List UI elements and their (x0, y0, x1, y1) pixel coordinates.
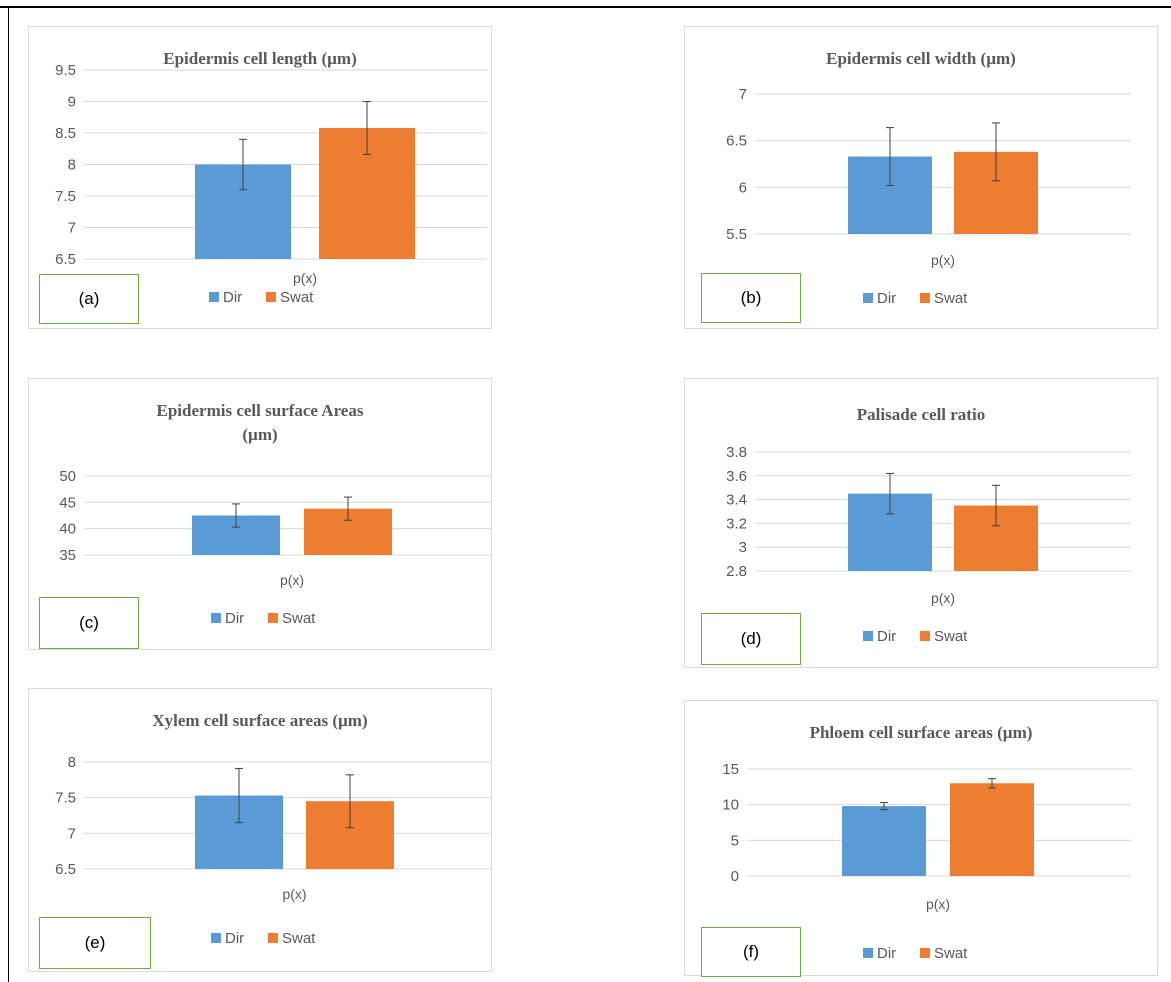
legend-swatch-dir (863, 293, 873, 303)
legend-swatch-dir (209, 292, 219, 302)
chart-svg: 6.5 7 7.5 8 Xylem cell surface areas (µm) p(x… (55, 711, 491, 947)
chart-title: Epidermis cell width (µm) (826, 49, 1016, 68)
y-tick-label: 2.8 (726, 563, 747, 580)
panel-label-box: (b) (701, 273, 801, 323)
legend-swatch-swat (920, 631, 930, 641)
chart-svg: 35 40 45 50 Epidermis cell surface Areas (µm)… (59, 401, 491, 627)
y-tick-label: 9 (68, 94, 76, 111)
legend-label-dir: Dir (223, 289, 242, 306)
x-category-label: p(x) (282, 886, 306, 902)
legend-label-swat: Swat (282, 610, 316, 627)
chart-panel-a: 6.5 7 7.5 8 8.5 9 9.5 Epidermis cell length (µm… (28, 26, 492, 329)
y-tick-label: 7 (68, 825, 76, 842)
x-category-label: p(x) (931, 590, 955, 606)
y-tick-label: 3.6 (726, 468, 747, 485)
y-tick-label: 8 (68, 754, 76, 771)
legend-label-swat: Swat (934, 628, 968, 645)
legend-label-dir: Dir (225, 930, 244, 947)
y-tick-label: 3.8 (726, 444, 747, 461)
legend-label-swat: Swat (280, 289, 314, 306)
y-tick-label: 3.4 (726, 492, 747, 509)
chart-title: Palisade cell ratio (857, 405, 985, 424)
y-tick-label: 15 (722, 761, 739, 778)
y-tick-label: 6.5 (55, 861, 76, 878)
y-tick-label: 35 (59, 547, 76, 564)
y-tick-label: 45 (59, 494, 76, 511)
y-tick-label: 6.5 (726, 133, 747, 150)
legend-label-swat: Swat (934, 290, 968, 307)
y-tick-label: 9.5 (55, 62, 76, 79)
chart-title: Xylem cell surface areas (µm) (152, 711, 367, 730)
legend-label-dir: Dir (877, 628, 896, 645)
panel-label-box: (c) (39, 597, 139, 649)
figure-left-rule (8, 8, 9, 982)
panel-label-box: (f) (701, 927, 801, 977)
legend-swatch-dir (211, 933, 221, 943)
x-category-label: p(x) (293, 270, 317, 286)
chart-title: Epidermis cell length (µm) (163, 49, 356, 68)
legend-label-swat: Swat (282, 930, 316, 947)
y-tick-label: 6.5 (55, 251, 76, 268)
y-tick-label: 40 (59, 521, 76, 538)
y-tick-label: 5.5 (726, 226, 747, 243)
y-tick-label: 3 (739, 539, 747, 556)
chart-panel-d: 2.8 3 3.2 3.4 3.6 3.8 Palisade cell ratio p(x) D… (684, 378, 1158, 668)
chart-svg: 5.5 6 6.5 7 Epidermis cell width (µm) p(x) Dir… (726, 49, 1131, 307)
bar-swat (950, 783, 1034, 876)
legend-label-swat: Swat (934, 945, 968, 962)
bar-dir (842, 806, 926, 876)
chart-title: Phloem cell surface areas (µm) (810, 723, 1033, 742)
legend-swatch-swat (920, 293, 930, 303)
y-tick-label: 5 (731, 832, 739, 849)
panel-label-box: (d) (701, 613, 801, 665)
x-category-label: p(x) (926, 896, 950, 912)
legend-label-dir: Dir (877, 945, 896, 962)
chart-panel-b: 5.5 6 6.5 7 Epidermis cell width (µm) p(x) Dir… (684, 26, 1158, 329)
y-tick-label: 10 (722, 797, 739, 814)
chart-title: Epidermis cell surface Areas (157, 401, 364, 420)
legend-label-dir: Dir (877, 290, 896, 307)
y-tick-label: 7.5 (55, 188, 76, 205)
chart-svg: 2.8 3 3.2 3.4 3.6 3.8 Palisade cell ratio p(x) D… (726, 405, 1131, 645)
legend-swatch-dir (863, 948, 873, 958)
y-tick-label: 7 (68, 220, 76, 237)
legend-swatch-swat (266, 292, 276, 302)
panel-label-box: (a) (39, 274, 139, 324)
chart-panel-f: 0 5 10 15 Phloem cell surface areas (µm) p(x)… (684, 700, 1158, 977)
chart-title: (µm) (242, 425, 277, 444)
legend-swatch-dir (863, 631, 873, 641)
y-tick-label: 0 (731, 868, 739, 885)
y-tick-label: 7.5 (55, 790, 76, 807)
legend-label-dir: Dir (225, 610, 244, 627)
legend-swatch-swat (268, 613, 278, 623)
y-tick-label: 8 (68, 157, 76, 174)
chart-panel-c: 35 40 45 50 Epidermis cell surface Areas (µm)… (28, 378, 492, 650)
y-tick-label: 8.5 (55, 125, 76, 142)
y-tick-label: 3.2 (726, 515, 747, 532)
legend-swatch-dir (211, 613, 221, 623)
x-category-label: p(x) (931, 252, 955, 268)
y-tick-label: 50 (59, 468, 76, 485)
chart-svg: 0 5 10 15 Phloem cell surface areas (µm) p(x)… (722, 723, 1131, 962)
chart-svg: 6.5 7 7.5 8 8.5 9 9.5 Epidermis cell length (µm… (55, 49, 487, 306)
chart-panel-e: 6.5 7 7.5 8 Xylem cell surface areas (µm) p(x… (28, 688, 492, 972)
y-tick-label: 6 (739, 179, 747, 196)
panel-label-box: (e) (39, 917, 151, 969)
legend-swatch-swat (268, 933, 278, 943)
figure-top-rule (0, 6, 1171, 8)
legend-swatch-swat (920, 948, 930, 958)
y-tick-label: 7 (739, 86, 747, 103)
x-category-label: p(x) (280, 572, 304, 588)
